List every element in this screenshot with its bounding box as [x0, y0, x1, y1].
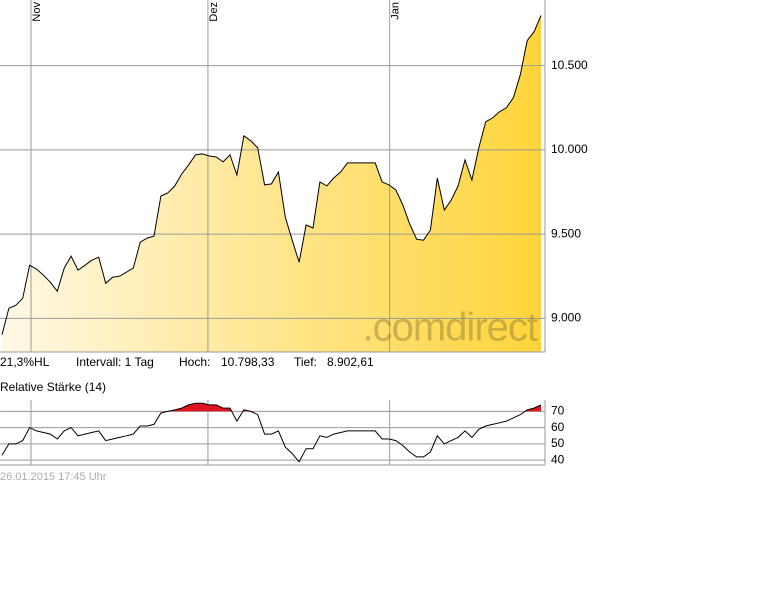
low-label: Tief:: [294, 355, 317, 369]
y-tick-label: 50: [551, 436, 565, 450]
y-tick-label: 10.000: [551, 142, 588, 156]
month-label: Jan: [390, 2, 402, 20]
low-value: 8.902,61: [327, 355, 374, 369]
rsi-highlight: [2, 403, 541, 412]
y-tick-label: 9.000: [551, 310, 581, 324]
range-info: 21,3%HL: [0, 355, 50, 369]
rsi-line: [1, 402, 542, 463]
price-area: [2, 15, 541, 352]
timestamp: 26.01.2015 17:45 Uhr: [0, 471, 107, 483]
month-label: Nov: [31, 2, 43, 22]
high-value: 10.798,33: [221, 355, 275, 369]
interval-info: Intervall: 1 Tag: [76, 355, 154, 369]
price-line: [1, 15, 542, 335]
y-tick-label: 9.500: [551, 226, 581, 240]
y-tick-label: 10.500: [551, 58, 588, 72]
y-tick-label: 60: [551, 420, 565, 434]
y-tick-label: 70: [551, 404, 565, 418]
rsi-title: Relative Stärke (14): [0, 380, 106, 394]
month-label: Dez: [208, 2, 220, 22]
y-tick-label: 40: [551, 452, 565, 466]
high-label: Hoch:: [179, 355, 210, 369]
watermark: .comdirect: [363, 306, 538, 350]
